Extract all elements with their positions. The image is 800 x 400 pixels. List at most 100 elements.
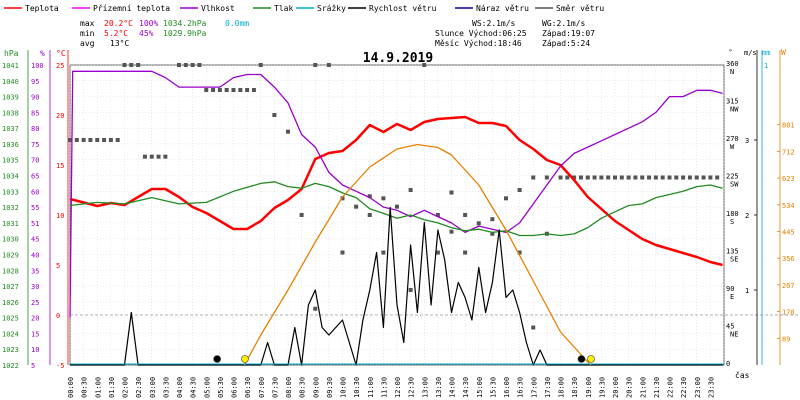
wind-gust-point: [381, 250, 386, 255]
x-tick-label: 12:00: [394, 377, 402, 398]
wind-direction-point: [68, 138, 72, 142]
stat-sunset: Západ:19:07: [542, 29, 595, 38]
axis-pct-tick: 51: [31, 220, 39, 228]
series-line: [69, 115, 723, 267]
axis-dir-name: SW: [730, 181, 739, 189]
wind-direction-point: [449, 229, 454, 234]
x-axis-label: čas: [735, 370, 750, 380]
axis-degc-tick: 0: [56, 312, 60, 320]
axis-hpa-tick: 1028: [2, 267, 19, 275]
x-tick-label: 19:00: [585, 377, 593, 398]
x-tick-label: 06:30: [244, 377, 252, 398]
series-line: [69, 70, 723, 318]
wind-direction-point: [163, 154, 168, 159]
wind-direction-point: [681, 175, 686, 180]
x-tick-label: 04:00: [176, 377, 184, 398]
wind-direction-point: [149, 154, 154, 159]
x-tick-label: 00:00: [67, 377, 75, 398]
stat-moonset: Západ:5:24: [542, 39, 590, 48]
wind-direction-point: [204, 88, 209, 92]
wind-direction-point: [422, 63, 427, 67]
axis-degc-tick: 5: [56, 262, 60, 270]
wind-gust-point: [313, 306, 318, 311]
axis-pct-tick: 15: [31, 330, 39, 338]
x-tick-label: 20:00: [612, 377, 620, 398]
wind-direction-point: [381, 196, 386, 201]
x-tick-label: 10:00: [340, 377, 348, 398]
x-tick-label: 19:30: [598, 377, 606, 398]
wind-direction-point: [136, 63, 141, 67]
stat-max-label: max: [80, 19, 95, 28]
axis-hpa-tick: 1033: [2, 188, 19, 196]
wind-direction-point: [694, 175, 699, 180]
axis-pct-tick: 35: [31, 267, 39, 275]
axis-wm2-tick: 356: [782, 255, 795, 263]
axis-wm2-label: W: [781, 48, 786, 57]
x-tick-label: 17:00: [530, 377, 538, 398]
axes: hPa1041104010391038103710361035103410331…: [2, 48, 795, 370]
stats-panel: max 20.2°C 100% 1034.2hPa 0.0mm min 5.2°C 45% 10…: [80, 19, 595, 48]
x-tick-label: 04:30: [190, 377, 198, 398]
wind-direction-point: [647, 175, 652, 180]
axis-hpa-tick: 1039: [2, 94, 19, 102]
wind-direction-point: [88, 138, 93, 142]
wind-direction-point: [626, 175, 631, 180]
x-tick-label: 03:00: [149, 377, 157, 398]
axis-ms-tick: 1: [745, 287, 749, 295]
wind-direction-point: [531, 175, 536, 180]
stat-min-temp: 5.2°C: [104, 29, 128, 38]
axis-wm2-tick: 89: [782, 335, 790, 343]
stat-max-rain: 0.0mm: [225, 19, 249, 28]
x-tick-label: 01:30: [108, 377, 116, 398]
stat-sunrise: Slunce Východ:06:25: [435, 29, 527, 38]
axis-wm2-tick: 178: [782, 309, 795, 317]
axis-hpa-tick: 1041: [2, 62, 19, 70]
x-tick-label: 13:30: [435, 377, 443, 398]
x-tick-label: 22:00: [667, 377, 675, 398]
stat-moonrise: Měsíc Východ:18:46: [435, 39, 522, 48]
wind-direction-point: [95, 138, 100, 142]
wind-direction-point: [572, 175, 577, 180]
stat-max-temp: 20.2°C: [104, 19, 133, 28]
wind-gust-point: [408, 288, 413, 292]
axis-hpa-tick: 1034: [2, 173, 19, 181]
axis-wm2-tick: 267: [782, 282, 795, 290]
axis-hpa-tick: 1035: [2, 157, 19, 165]
axis-dir-tick: 180: [726, 210, 739, 218]
wind-direction-point: [190, 63, 195, 67]
x-tick-label: 22:30: [680, 377, 688, 398]
wind-direction-point: [299, 213, 304, 217]
stat-min-hum: 45%: [139, 29, 154, 38]
axis-dir-name: W: [730, 143, 735, 151]
wind-direction-point: [463, 213, 468, 217]
axis-hpa-tick: 1027: [2, 283, 19, 291]
axis-dir-name: NE: [730, 331, 738, 339]
x-tick-label: 21:00: [639, 377, 647, 398]
wind-gust-point: [367, 194, 372, 199]
x-tick-label: 12:30: [408, 377, 416, 398]
axis-hpa-tick: 1022: [2, 362, 19, 370]
axis-dir-tick: 315: [726, 98, 739, 106]
wind-direction-point: [504, 196, 508, 201]
axis-pct-tick: 80: [31, 125, 39, 133]
stat-min-press: 1029.9hPa: [163, 29, 207, 38]
axis-dir-tick: 135: [726, 248, 739, 256]
series-line: [243, 143, 591, 366]
wind-direction-point: [708, 175, 713, 180]
axis-hpa-tick: 1032: [2, 204, 19, 212]
wind-direction-point: [251, 88, 256, 92]
wind-direction-point: [592, 175, 597, 180]
axis-pct-tick: 85: [31, 109, 39, 117]
legend-label: Přízemní teplota: [93, 4, 170, 13]
axis-pct-tick: 100: [31, 62, 44, 70]
x-tick-label: 07:30: [271, 377, 279, 398]
wind-direction-point: [640, 175, 645, 180]
moonrise-marker: [577, 355, 586, 363]
axis-pct-tick: 75: [31, 141, 39, 149]
axis-ms-label: m/s: [744, 49, 757, 57]
axis-wm2-tick: 712: [782, 148, 795, 156]
x-tick-label: 05:30: [217, 377, 225, 398]
axis-dir-label: °: [728, 48, 733, 57]
series-line: [69, 181, 723, 237]
